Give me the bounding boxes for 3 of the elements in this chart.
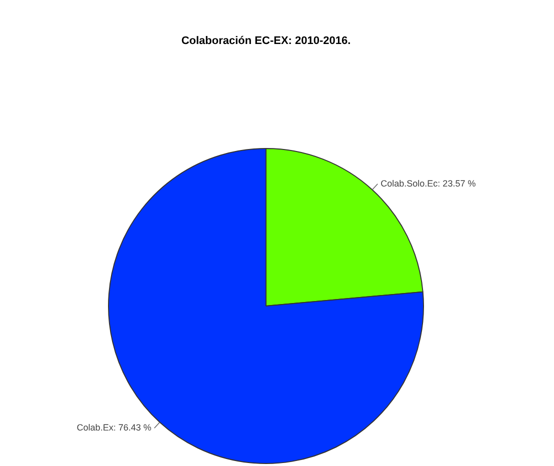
slice-label: Colab.Ex: 76.43 % (76, 422, 152, 433)
chart-title: Colaboración EC-EX: 2010-2016. (181, 35, 351, 48)
slice-label: Colab.Solo.Ec: 23.57 % (380, 178, 476, 188)
